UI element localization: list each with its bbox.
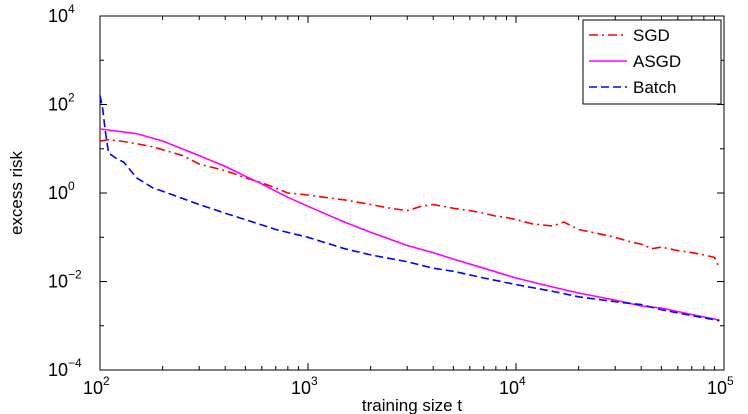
x-tick-label: 104 xyxy=(499,374,526,398)
x-tick-label: 102 xyxy=(83,374,110,398)
y-tick-label: 10−4 xyxy=(48,356,82,380)
legend-label-asgd: ASGD xyxy=(633,52,681,71)
series-line-asgd xyxy=(99,128,720,321)
y-tick-label: 102 xyxy=(48,91,75,115)
series-layer xyxy=(99,95,721,322)
legend-label-batch: Batch xyxy=(633,78,676,97)
x-tick-label: 105 xyxy=(707,374,734,398)
x-axis-label: training size t xyxy=(362,396,462,414)
legend: SGD ASGD Batch xyxy=(582,19,722,105)
legend-box xyxy=(582,19,722,105)
series-line-batch xyxy=(99,95,720,322)
y-axis-label: excess risk xyxy=(7,150,26,235)
series-line-sgd xyxy=(99,138,721,269)
y-tick-label: 104 xyxy=(48,2,75,26)
y-tick-label: 100 xyxy=(48,179,75,203)
y-tick-label: 10−2 xyxy=(48,268,82,292)
legend-label-sgd: SGD xyxy=(633,26,670,45)
x-tick-label: 103 xyxy=(291,374,318,398)
axes: 102 103 104 105 10−4 10−2 100 102 104 xyxy=(48,2,734,398)
